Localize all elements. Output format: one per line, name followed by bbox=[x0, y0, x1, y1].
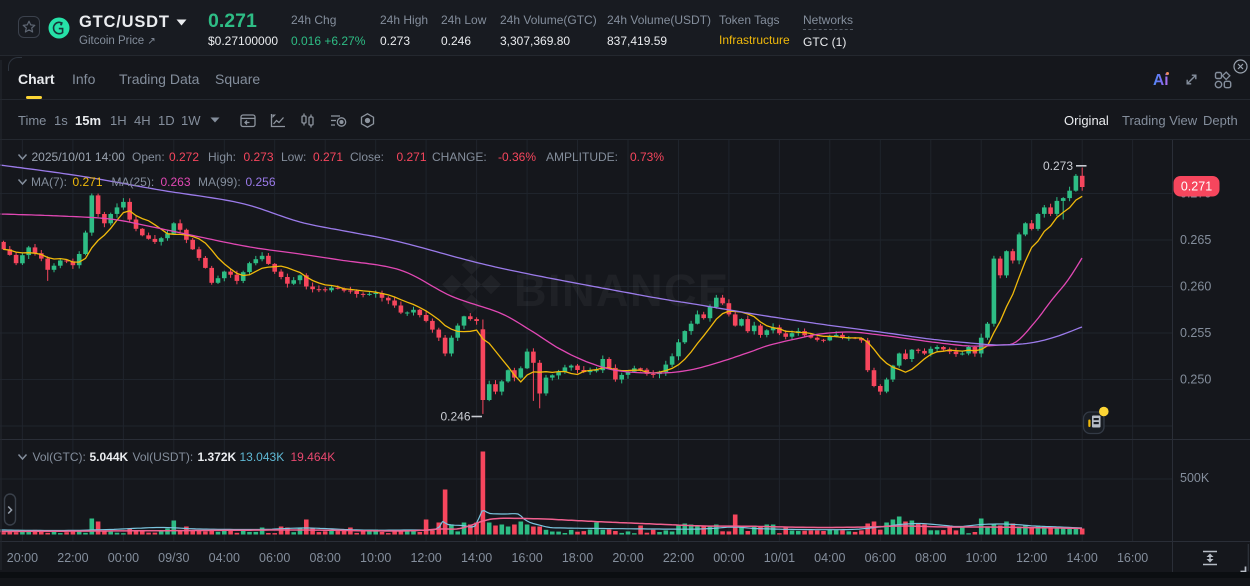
svg-text:10:00: 10:00 bbox=[360, 551, 391, 565]
svg-text:00:00: 00:00 bbox=[108, 551, 139, 565]
svg-text:10:00: 10:00 bbox=[966, 551, 997, 565]
svg-text:16:00: 16:00 bbox=[1117, 551, 1148, 565]
svg-text:22:00: 22:00 bbox=[57, 551, 88, 565]
svg-text:16:00: 16:00 bbox=[511, 551, 542, 565]
svg-text:14:00: 14:00 bbox=[461, 551, 492, 565]
svg-text:0.273: 0.273 bbox=[1043, 159, 1073, 173]
svg-text:04:00: 04:00 bbox=[814, 551, 845, 565]
svg-text:06:00: 06:00 bbox=[259, 551, 290, 565]
svg-text:09/30: 09/30 bbox=[158, 551, 189, 565]
svg-text:0.250: 0.250 bbox=[1180, 373, 1211, 387]
svg-text:0.255: 0.255 bbox=[1180, 326, 1211, 340]
svg-text:20:00: 20:00 bbox=[7, 551, 38, 565]
svg-text:00:00: 00:00 bbox=[713, 551, 744, 565]
svg-text:18:00: 18:00 bbox=[562, 551, 593, 565]
svg-text:500K: 500K bbox=[1180, 471, 1210, 485]
svg-text:20:00: 20:00 bbox=[612, 551, 643, 565]
svg-text:0.271: 0.271 bbox=[1181, 180, 1212, 194]
svg-text:06:00: 06:00 bbox=[865, 551, 896, 565]
svg-text:0.246: 0.246 bbox=[440, 409, 470, 423]
svg-text:0.265: 0.265 bbox=[1180, 233, 1211, 247]
svg-text:08:00: 08:00 bbox=[310, 551, 341, 565]
svg-text:12:00: 12:00 bbox=[410, 551, 441, 565]
svg-text:BINANCE: BINANCE bbox=[514, 265, 730, 316]
svg-text:22:00: 22:00 bbox=[663, 551, 694, 565]
svg-text:12:00: 12:00 bbox=[1016, 551, 1047, 565]
svg-text:10/01: 10/01 bbox=[764, 551, 795, 565]
svg-text:14:00: 14:00 bbox=[1067, 551, 1098, 565]
svg-text:0.260: 0.260 bbox=[1180, 280, 1211, 294]
svg-text:08:00: 08:00 bbox=[915, 551, 946, 565]
svg-text:04:00: 04:00 bbox=[209, 551, 240, 565]
